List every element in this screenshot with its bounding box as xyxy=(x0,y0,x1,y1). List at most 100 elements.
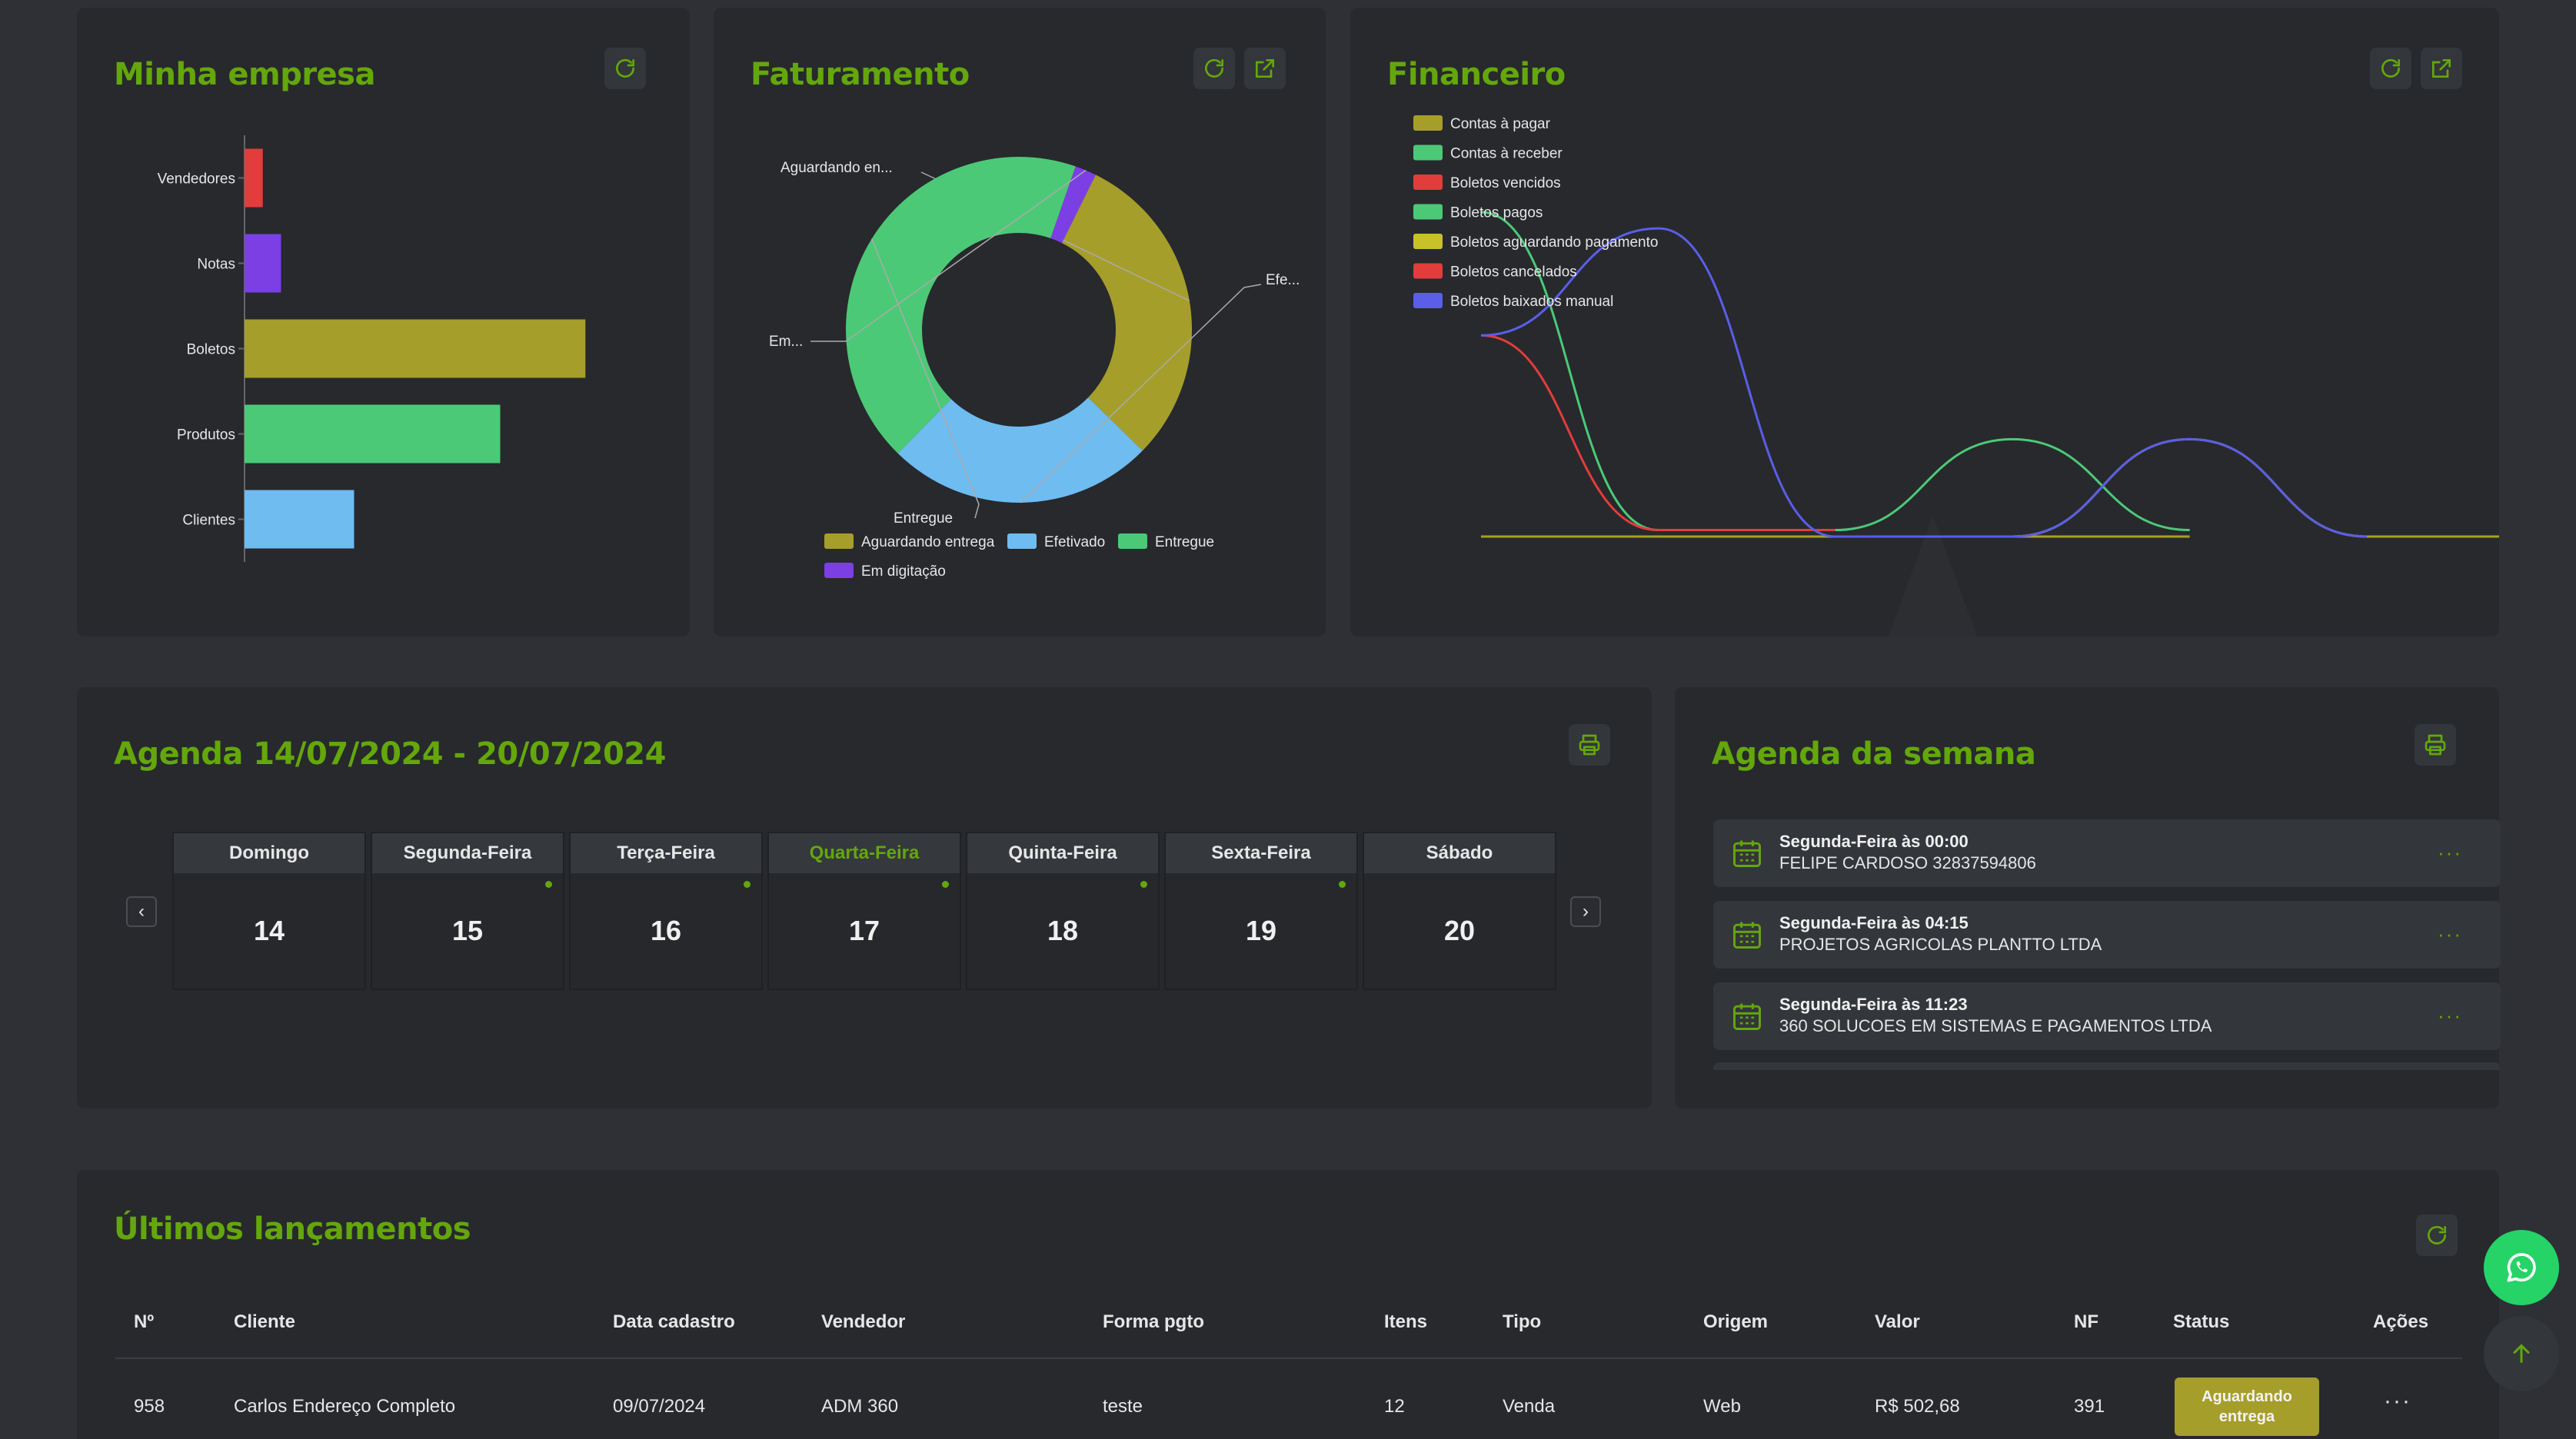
donut-slice xyxy=(846,157,1076,454)
refresh-icon xyxy=(2381,58,2400,78)
event-dot xyxy=(744,881,751,888)
donut-chart: Aguardando en... Efe... Entregue Em... Aguar… xyxy=(769,157,1300,580)
next-week-button[interactable]: › xyxy=(1570,896,1601,927)
column-header[interactable]: Nº xyxy=(134,1311,155,1332)
day-name: Terça-Feira xyxy=(571,833,761,873)
day-name: Domingo xyxy=(174,833,364,873)
calendar-day[interactable]: Terça-Feira 16 xyxy=(569,832,763,990)
event-dot xyxy=(1339,881,1346,888)
day-number: 16 xyxy=(571,873,761,989)
whatsapp-button[interactable] xyxy=(2484,1230,2559,1305)
slice-label: Efe... xyxy=(1266,272,1300,288)
legend-swatch xyxy=(1413,234,1443,249)
event-item[interactable]: Segunda-Feira às 11:23 360 SOLUCOES EM SI… xyxy=(1713,982,2501,1050)
bar xyxy=(245,404,501,464)
column-header[interactable]: Valor xyxy=(1875,1311,1920,1332)
more-icon[interactable]: ··· xyxy=(2438,922,2462,945)
agenda-title: Agenda 14/07/2024 - 20/07/2024 xyxy=(114,736,666,772)
legend-swatch xyxy=(824,563,854,578)
legend-swatch xyxy=(1413,115,1443,131)
legend-label: Boletos baixados manual xyxy=(1450,294,1613,310)
day-number: 18 xyxy=(967,873,1158,989)
calendar-day[interactable]: Quarta-Feira 17 xyxy=(767,832,961,990)
column-header[interactable]: Cliente xyxy=(234,1311,296,1332)
y-tick-label: Vendedores xyxy=(158,171,235,188)
slice-leader-line xyxy=(870,238,980,519)
more-icon[interactable]: ··· xyxy=(2438,1004,2462,1027)
legend-label: Boletos pagos xyxy=(1450,205,1543,221)
list-scroll-edge xyxy=(1713,1062,2499,1070)
scroll-top-button[interactable] xyxy=(2484,1316,2559,1391)
table-cell: teste xyxy=(1103,1396,1143,1417)
column-header[interactable]: Status xyxy=(2173,1311,2230,1332)
legend-label: Entregue xyxy=(1155,534,1214,550)
column-header[interactable]: Origem xyxy=(1703,1311,1769,1332)
print-button[interactable] xyxy=(1569,724,1610,766)
column-header[interactable]: Forma pgto xyxy=(1103,1311,1204,1332)
legend-label: Aguardando entrega xyxy=(861,534,995,550)
column-header[interactable]: NF xyxy=(2074,1311,2098,1332)
refresh-icon xyxy=(2428,1225,2446,1245)
line-chart: Contas à pagar Contas à receber Boletos ve… xyxy=(1413,115,2499,636)
event-item[interactable]: Segunda-Feira às 04:15 PROJETOS AGRICOLAS… xyxy=(1713,901,2501,969)
table-cell: ADM 360 xyxy=(821,1396,899,1417)
slice-label: Em... xyxy=(769,334,803,350)
day-name: Quarta-Feira xyxy=(769,833,960,873)
bar xyxy=(245,148,263,208)
column-header[interactable]: Tipo xyxy=(1503,1311,1542,1332)
day-number: 19 xyxy=(1166,873,1356,989)
refresh-icon xyxy=(616,58,634,78)
legend-swatch xyxy=(1118,533,1147,549)
legend-swatch xyxy=(1413,204,1443,220)
event-client: 360 SOLUCOES EM SISTEMAS E PAGAMENTOS LT… xyxy=(1779,1016,2212,1035)
refresh-button[interactable] xyxy=(2370,48,2411,89)
card-title: Faturamento xyxy=(751,57,970,92)
legend-label: Boletos aguardando pagamento xyxy=(1450,234,1658,251)
external-link-icon xyxy=(2432,59,2451,78)
open-external-button[interactable] xyxy=(1244,48,1286,89)
bar xyxy=(245,319,586,378)
calendar-day[interactable]: Segunda-Feira 15 xyxy=(371,832,564,990)
open-external-button[interactable] xyxy=(2421,48,2462,89)
calendar-day[interactable]: Domingo 14 xyxy=(172,832,366,990)
calendar-day[interactable]: Sábado 20 xyxy=(1363,832,1556,990)
refresh-button[interactable] xyxy=(2416,1215,2458,1256)
event-time: Segunda-Feira às 04:15 xyxy=(1779,913,1969,932)
event-time: Segunda-Feira às 00:00 xyxy=(1779,832,1969,851)
calendar-icon xyxy=(1733,922,1761,949)
legend-label: Efetivado xyxy=(1044,534,1105,550)
refresh-button[interactable] xyxy=(604,48,646,89)
column-header[interactable]: Itens xyxy=(1384,1311,1428,1332)
slice-leader-line xyxy=(810,169,1087,342)
status-badge: Aguardando entrega xyxy=(2175,1378,2319,1436)
column-header[interactable]: Ações xyxy=(2373,1311,2429,1332)
calendar-icon xyxy=(1733,840,1761,867)
bar xyxy=(245,490,354,549)
external-link-icon xyxy=(1256,59,1274,78)
prev-week-button[interactable]: ‹ xyxy=(126,896,157,927)
table-cell: 09/07/2024 xyxy=(613,1396,706,1417)
slice-label: Entregue xyxy=(894,510,953,527)
calendar-icon xyxy=(1733,1003,1761,1030)
legend-label: Em digitação xyxy=(861,563,946,580)
more-icon[interactable]: ··· xyxy=(2438,841,2462,864)
calendar-day[interactable]: Sexta-Feira 19 xyxy=(1164,832,1358,990)
refresh-button[interactable] xyxy=(1193,48,1235,89)
legend-swatch xyxy=(1413,263,1443,279)
donut-slice xyxy=(1061,174,1192,451)
y-tick-label: Boletos xyxy=(187,342,235,358)
card-lancamentos: Últimos lançamentos xyxy=(77,1170,2499,1439)
card-financeiro: Financeiro Contas à pagar Contas à recebe… xyxy=(1350,8,2499,636)
column-header[interactable]: Data cadastro xyxy=(613,1311,735,1332)
lancamentos-title: Últimos lançamentos xyxy=(114,1211,471,1247)
event-time: Segunda-Feira às 11:23 xyxy=(1779,995,1968,1014)
more-icon[interactable]: ··· xyxy=(2384,1388,2411,1414)
print-button[interactable] xyxy=(2415,724,2456,766)
day-number: 17 xyxy=(769,873,960,989)
column-header[interactable]: Vendedor xyxy=(821,1311,906,1332)
calendar-day[interactable]: Quinta-Feira 18 xyxy=(966,832,1160,990)
event-item[interactable]: Segunda-Feira às 00:00 FELIPE CARDOSO 328… xyxy=(1713,819,2501,887)
day-name: Segunda-Feira xyxy=(372,833,563,873)
slice-leader-line xyxy=(1020,284,1262,503)
legend-label: Boletos vencidos xyxy=(1450,175,1561,191)
